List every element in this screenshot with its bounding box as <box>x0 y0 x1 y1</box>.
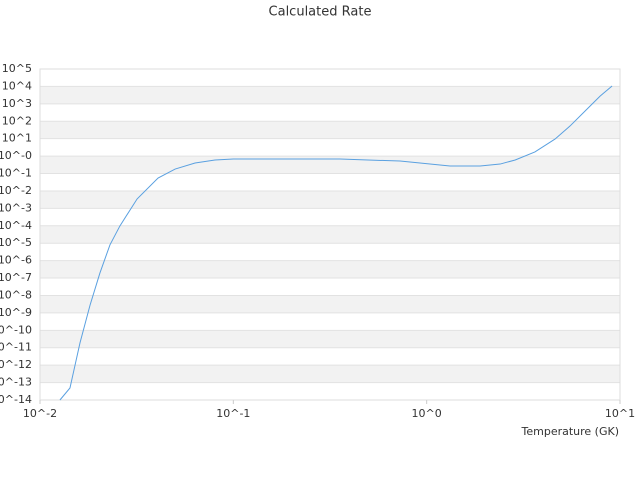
y-tick-label: 10^-13 <box>0 376 32 389</box>
y-tick-label: 10^-4 <box>0 219 32 232</box>
y-tick-label: 10^-3 <box>0 201 32 214</box>
y-tick-label: 10^1 <box>2 132 32 145</box>
y-tick-label: 10^5 <box>2 62 32 75</box>
y-tick-label: 10^-1 <box>0 167 32 180</box>
y-tick-label: 10^-5 <box>0 236 32 249</box>
grid-band <box>40 365 620 383</box>
y-tick-label: 10^-12 <box>0 358 32 371</box>
y-tick-label: 10^2 <box>2 114 32 127</box>
grid-band <box>40 86 620 104</box>
grid-band <box>40 190 620 209</box>
x-tick-label: 10^0 <box>412 407 442 420</box>
grid-band <box>40 295 620 313</box>
grid-band <box>40 156 620 174</box>
y-tick-label: 10^-7 <box>0 271 32 284</box>
grid-band <box>40 121 620 139</box>
y-tick-label: 10^-14 <box>0 393 32 406</box>
plot-border <box>39 68 621 401</box>
y-tick-label: 10^-2 <box>0 184 32 197</box>
y-tick-label: 10^-9 <box>0 306 32 319</box>
x-tick-label: 10^-1 <box>216 407 250 420</box>
grid-band <box>40 330 620 348</box>
x-tick-label: 10^1 <box>605 407 635 420</box>
chart-title: Calculated Rate <box>269 5 372 20</box>
y-tick-label: 10^-0 <box>0 149 32 162</box>
y-tick-label: 10^4 <box>2 79 32 92</box>
grid-band <box>40 260 620 279</box>
y-tick-label: 10^-6 <box>0 254 32 267</box>
y-tick-label: 10^-8 <box>0 288 32 301</box>
y-tick-label: 10^3 <box>2 97 32 110</box>
data-line <box>59 85 613 401</box>
x-axis-label: Temperature (GK) <box>521 425 620 438</box>
y-tick-label: 10^-10 <box>0 323 32 336</box>
x-tick-label: 10^-2 <box>23 407 57 420</box>
grid-band <box>40 225 620 244</box>
y-tick-label: 10^-11 <box>0 341 32 354</box>
